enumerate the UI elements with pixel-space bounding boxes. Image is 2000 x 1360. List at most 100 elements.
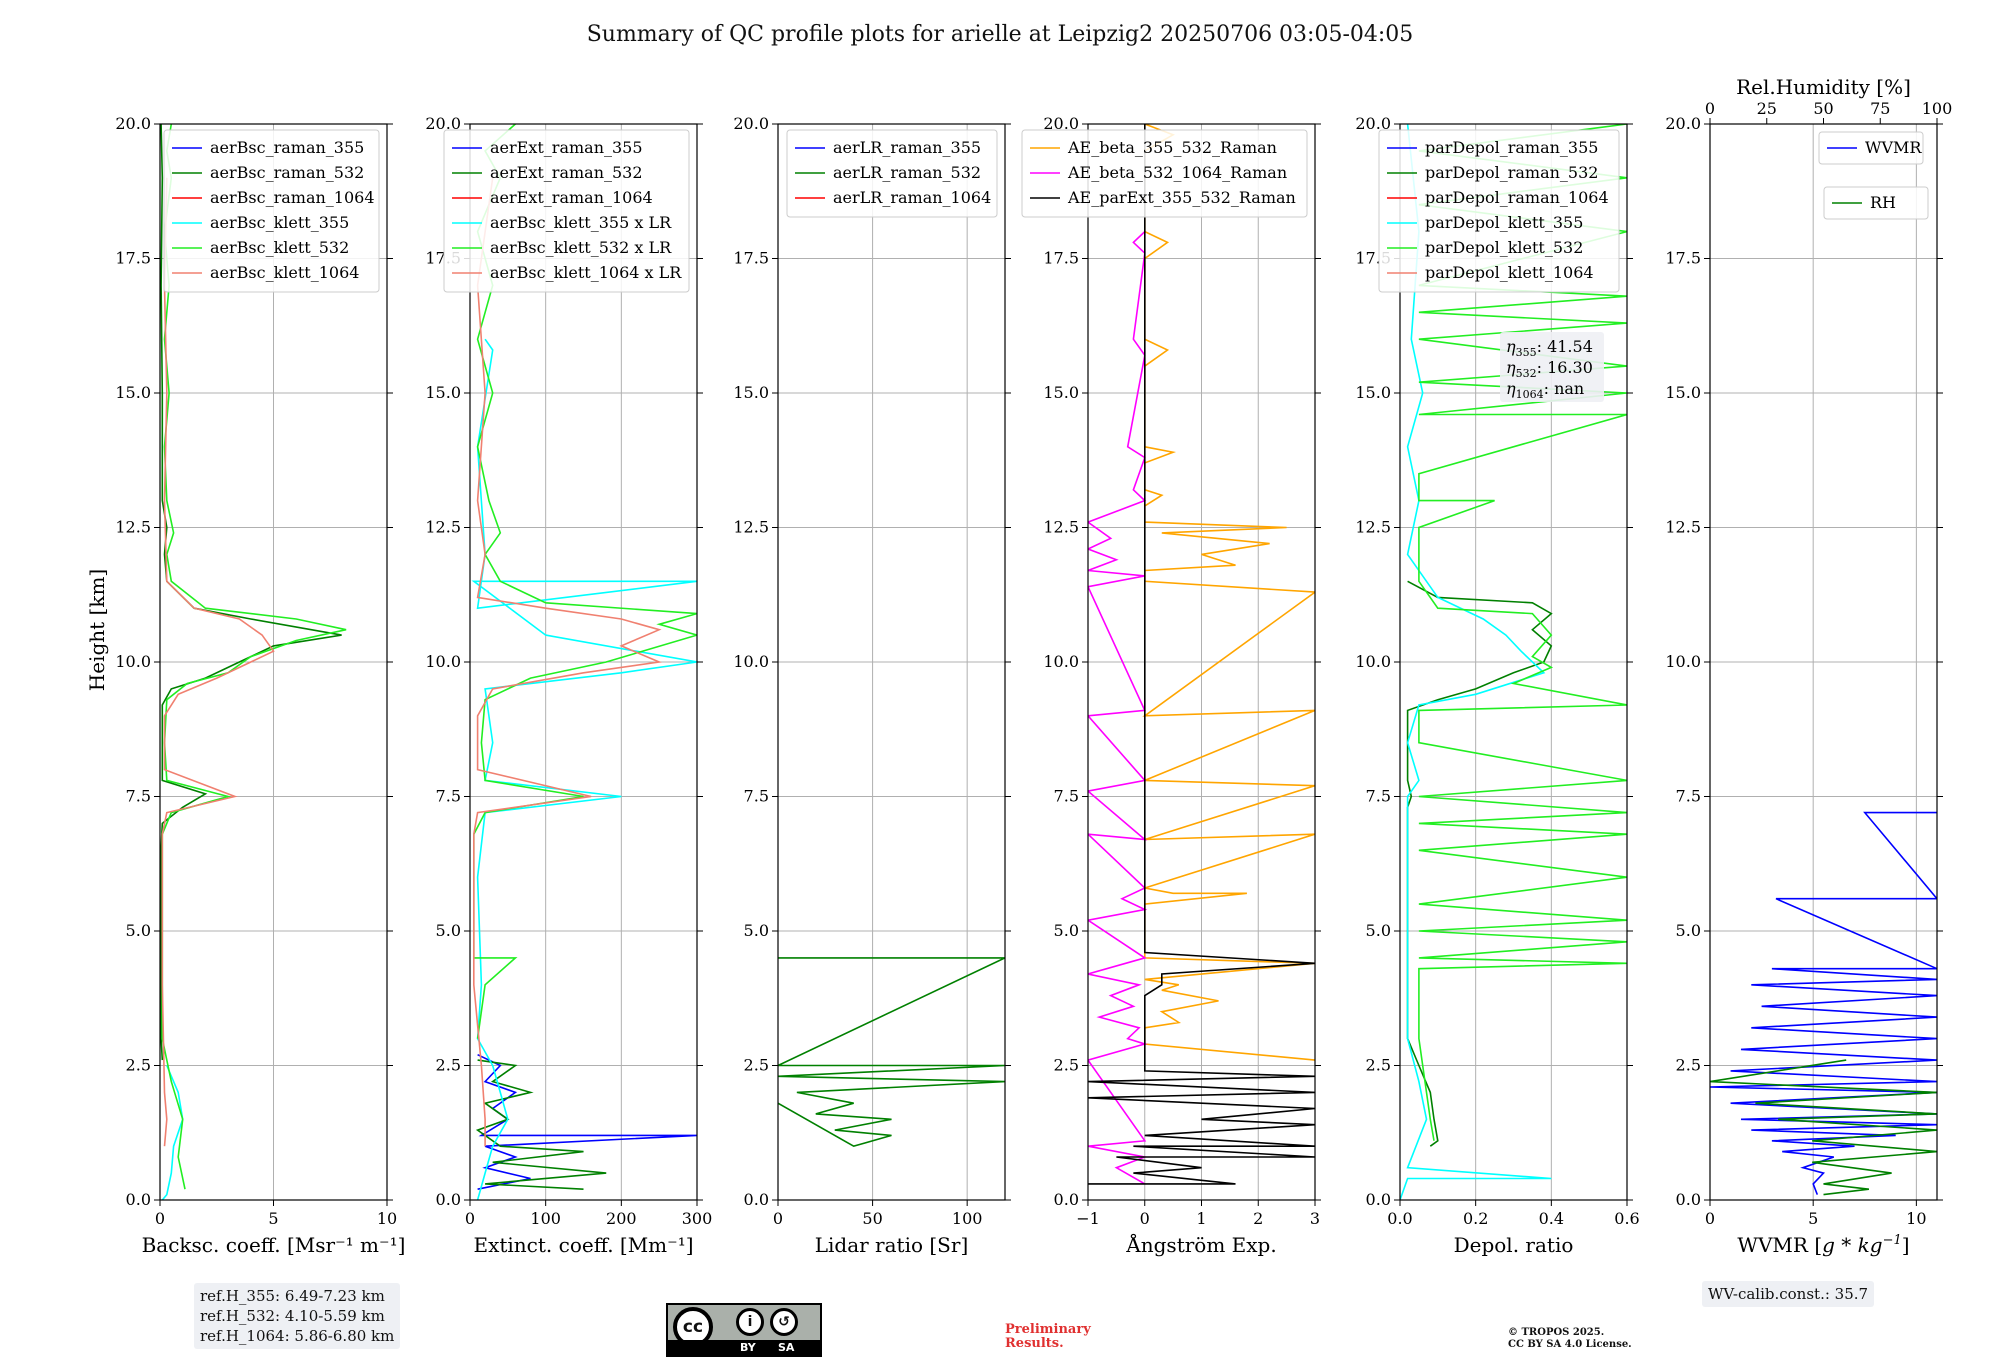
legend-label: aerExt_raman_355	[490, 138, 643, 157]
ref-height-532: ref.H_532: 4.10-5.59 km	[200, 1307, 385, 1325]
y-tick-label: 5.0	[1366, 921, 1391, 940]
series-line	[477, 1053, 697, 1190]
x-axis-label: Lidar ratio [Sr]	[815, 1233, 969, 1257]
legend-box	[1021, 129, 1308, 218]
cc-by-label: BY	[740, 1341, 756, 1354]
y-tick-label: 0.0	[1366, 1190, 1391, 1209]
x-axis-label-part: −1	[1883, 1233, 1902, 1248]
x-axis-label-part: ]	[1902, 1233, 1910, 1257]
legend-label: aerBsc_klett_1064 x LR	[490, 263, 682, 282]
x-tick-label: 3	[1310, 1209, 1320, 1228]
legend-label: parDepol_raman_355	[1425, 138, 1598, 157]
x-tick-label: 5	[268, 1209, 278, 1228]
data-lines	[471, 124, 697, 1200]
eta-annotation: η532: 16.30	[1506, 358, 1593, 380]
legend-label: aerExt_raman_532	[490, 163, 643, 182]
copyright-note: © TROPOS 2025. CC BY SA 4.0 License.	[1508, 1327, 1632, 1351]
y-tick-label: 2.5	[436, 1056, 461, 1075]
data-lines	[160, 124, 347, 1200]
cc-by-sa-badge: cc i ↺ BY SA	[666, 1303, 822, 1357]
y-tick-label: 10.0	[425, 652, 461, 671]
y-tick-label: 2.5	[126, 1056, 151, 1075]
eta-annotation-box	[1500, 332, 1604, 402]
eta-value: : nan	[1544, 379, 1585, 398]
x-tick-label: −1	[1076, 1209, 1100, 1228]
panel-1: 0.0 2.5 5.0 7.5 10.0 12.5 15.0 17.5 20.0 0 5 10 Back…	[115, 114, 405, 1257]
legend-label: parDepol_klett_532	[1425, 238, 1583, 257]
y-tick-label: 5.0	[744, 921, 769, 940]
y-tick-label: 10.0	[115, 652, 151, 671]
x-tick-label: 10	[1906, 1209, 1926, 1228]
legend-label: WVMR	[1865, 138, 1922, 157]
series-line	[1406, 580, 1553, 1147]
legend-label: RH	[1870, 193, 1896, 212]
x-tick-label: 0.2	[1463, 1209, 1488, 1228]
y-tick-label: 17.5	[1665, 249, 1701, 268]
y-tick-label: 2.5	[744, 1056, 769, 1075]
legend-box	[1823, 186, 1929, 220]
series-line	[1710, 1059, 1937, 1196]
y-tick-label: 20.0	[1355, 114, 1391, 133]
y-tick-label: 12.5	[1043, 518, 1079, 537]
preliminary-note: Preliminary Results.	[1005, 1322, 1091, 1351]
cc-badge-bar: BY SA	[668, 1340, 820, 1355]
legend-box	[1818, 131, 1924, 165]
panel-2: 0.02.55.07.510.012.515.017.520.00 100 200 3…	[425, 114, 712, 1257]
y-tick-label: 12.5	[425, 518, 461, 537]
legend-label: aerLR_raman_532	[833, 163, 981, 182]
x-tick-label: 1	[1196, 1209, 1206, 1228]
eta-symbol: η	[1506, 379, 1516, 398]
data-lines	[1400, 124, 1627, 1200]
legend-label: parDepol_klett_355	[1425, 213, 1583, 232]
data-lines	[778, 957, 1005, 1148]
legend-label: aerBsc_klett_355	[210, 213, 349, 232]
wv-calib-constant: WV-calib.const.: 35.7	[1708, 1285, 1869, 1303]
x-tick-label: 0	[1705, 1209, 1715, 1228]
eta-annotation: η355: 41.54	[1506, 337, 1593, 359]
legend-label: aerLR_raman_1064	[833, 188, 991, 207]
panel-6: 0.02.55.07.510.012.515.017.520.00 5 10WVMR…	[1665, 75, 1952, 1257]
series-line	[471, 338, 697, 1200]
y-tick-label: 7.5	[436, 787, 461, 806]
x-tick-label: 10	[377, 1209, 397, 1228]
x-tick-label: 300	[682, 1209, 713, 1228]
cc-sa-label: SA	[778, 1341, 795, 1354]
top-x-tick-label: 100	[1922, 99, 1953, 118]
x-axis-label-part: g * kg	[1822, 1233, 1882, 1257]
figure-title: Summary of QC profile plots for arielle …	[586, 22, 1414, 47]
x-axis-label: Ångström Exp.	[1125, 1232, 1276, 1257]
x-tick-label: 100	[952, 1209, 983, 1228]
x-axis-label: Depol. ratio	[1454, 1233, 1574, 1257]
y-tick-label: 5.0	[1676, 921, 1701, 940]
x-tick-label: 5	[1808, 1209, 1818, 1228]
series-line	[472, 124, 697, 1039]
y-tick-label: 7.5	[744, 787, 769, 806]
eta-subscript: 1064	[1516, 388, 1544, 401]
legend-label: aerExt_raman_1064	[490, 188, 653, 207]
series-line	[1710, 811, 1937, 1195]
series-line	[1418, 124, 1627, 1141]
series-line	[778, 957, 1005, 1148]
x-tick-label: 200	[606, 1209, 637, 1228]
y-tick-label: 12.5	[115, 518, 151, 537]
y-tick-label: 2.5	[1366, 1056, 1391, 1075]
x-axis-label: Extinct. coeff. [Mm⁻¹]	[473, 1233, 693, 1257]
y-tick-label: 7.5	[1366, 787, 1391, 806]
x-tick-label: 100	[530, 1209, 561, 1228]
y-tick-label: 5.0	[1054, 921, 1079, 940]
y-tick-label: 0.0	[126, 1190, 151, 1209]
legend-label: aerBsc_raman_532	[210, 163, 364, 182]
y-tick-label: 10.0	[1043, 652, 1079, 671]
y-tick-label: 12.5	[733, 518, 769, 537]
panel-3: 0.0 2.5 5.0 7.5 10.0 12.5 15.0 17.5 20.0 0 50 100 Li…	[733, 114, 1011, 1257]
top-x-tick-label: 75	[1870, 99, 1890, 118]
x-tick-label: 0.6	[1614, 1209, 1639, 1228]
y-tick-label: 12.5	[1355, 518, 1391, 537]
x-tick-label: 0	[155, 1209, 165, 1228]
top-x-axis-label: Rel.Humidity [%]	[1736, 75, 1911, 99]
legend-label: aerBsc_raman_355	[210, 138, 364, 157]
legend-label: parDepol_raman_1064	[1425, 188, 1609, 207]
y-tick-label: 15.0	[1355, 383, 1391, 402]
y-tick-label: 7.5	[126, 787, 151, 806]
y-tick-label: 0.0	[744, 1190, 769, 1209]
